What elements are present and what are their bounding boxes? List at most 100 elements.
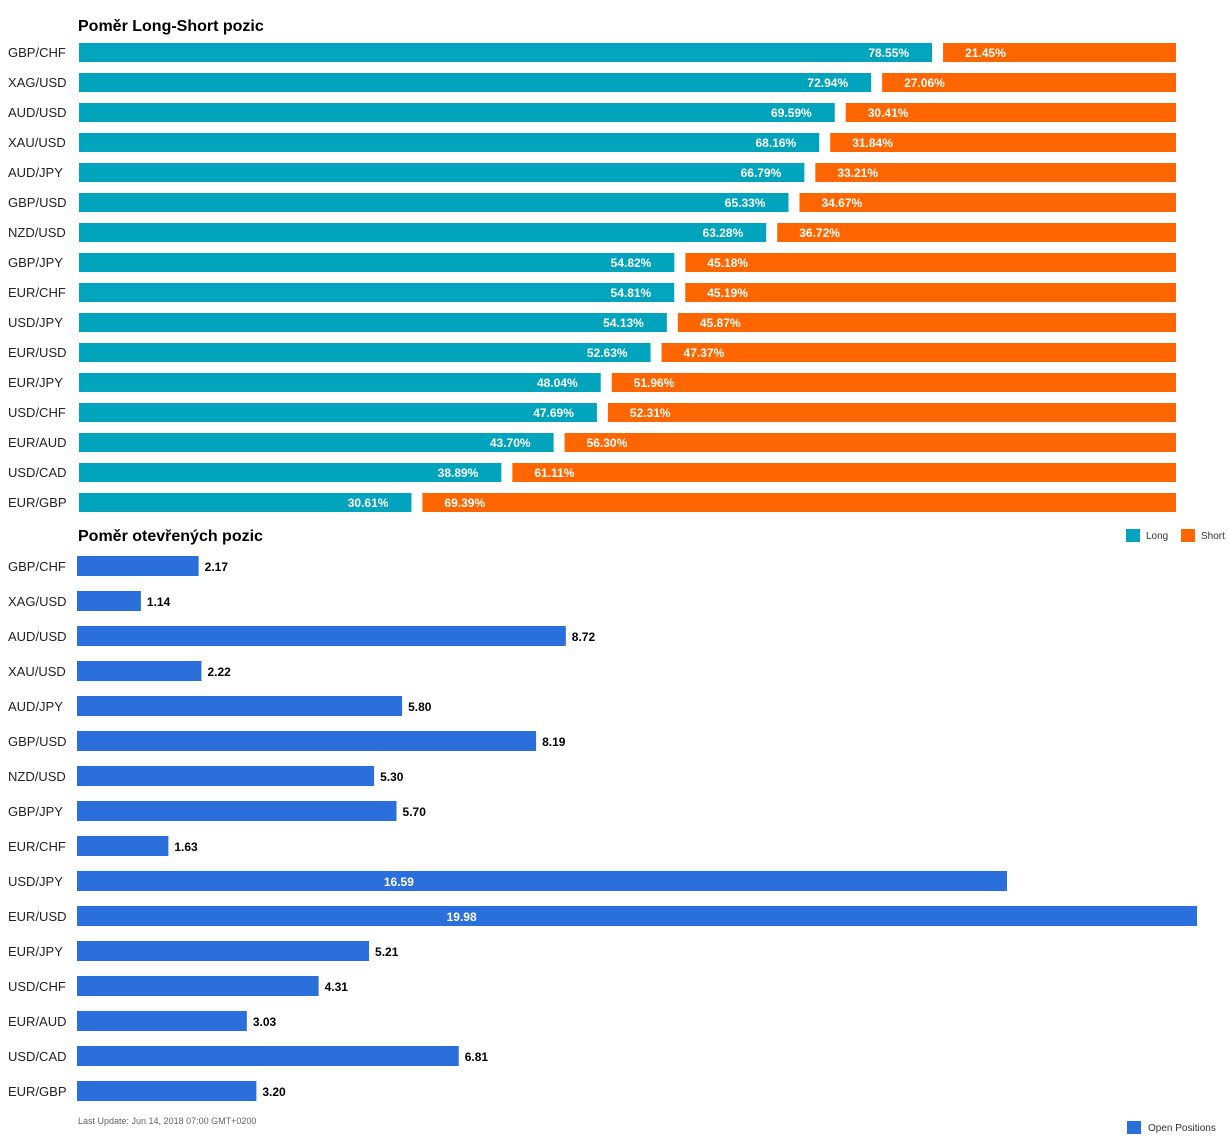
open-positions-bar-usd-jpy xyxy=(77,871,1007,891)
open-category-label-gbp-jpy: GBP/JPY xyxy=(8,804,63,819)
short-value-label-gbp-usd: 34.67% xyxy=(821,196,862,210)
category-label-usd-jpy: USD/JPY xyxy=(8,315,63,330)
open-positions-value-label-eur-jpy: 5.21 xyxy=(375,945,399,959)
legend-open-positions-label: Open Positions xyxy=(1148,1123,1216,1134)
category-label-aud-usd: AUD/USD xyxy=(8,105,67,120)
open-positions-chart: GBP/CHF 2.17 XAG/USD 1.14 AUD/USD 8.72 XAU/USD… xyxy=(8,556,1197,1101)
short-bar-aud-usd xyxy=(845,103,1176,122)
long-bar-usd-jpy xyxy=(79,313,667,332)
open-category-label-xau-usd: XAU/USD xyxy=(8,664,66,679)
category-label-eur-chf: EUR/CHF xyxy=(8,285,66,300)
long-bar-nzd-usd xyxy=(79,223,767,242)
long-bar-eur-aud xyxy=(79,433,554,452)
long-value-label-eur-usd: 52.63% xyxy=(587,346,628,360)
short-value-label-usd-cad: 61.11% xyxy=(534,466,574,480)
legend-short-label: Short xyxy=(1201,531,1225,542)
category-label-nzd-usd: NZD/USD xyxy=(8,225,66,240)
category-label-eur-aud: EUR/AUD xyxy=(8,435,67,450)
long-value-label-eur-aud: 43.70% xyxy=(490,436,531,450)
short-bar-eur-jpy xyxy=(611,373,1176,392)
long-bar-aud-jpy xyxy=(79,163,805,182)
open-positions-value-label-eur-aud: 3.03 xyxy=(253,1015,277,1029)
open-positions-bar-eur-chf xyxy=(77,836,169,856)
short-value-label-usd-jpy: 45.87% xyxy=(700,316,741,330)
short-value-label-gbp-jpy: 45.18% xyxy=(707,256,748,270)
long-value-label-xag-usd: 72.94% xyxy=(807,76,848,90)
short-bar-eur-usd xyxy=(661,343,1176,362)
open-positions-value-label-eur-chf: 1.63 xyxy=(174,840,198,854)
open-positions-chart-title: Poměr otevřených pozic xyxy=(78,528,263,545)
short-bar-xag-usd xyxy=(882,73,1176,92)
open-category-label-usd-chf: USD/CHF xyxy=(8,979,66,994)
long-bar-aud-usd xyxy=(79,103,835,122)
open-category-label-nzd-usd: NZD/USD xyxy=(8,769,66,784)
category-label-eur-usd: EUR/USD xyxy=(8,345,67,360)
short-bar-gbp-chf xyxy=(943,43,1176,62)
open-category-label-usd-cad: USD/CAD xyxy=(8,1049,67,1064)
long-bar-usd-chf xyxy=(79,403,597,422)
long-bar-xau-usd xyxy=(79,133,820,152)
open-positions-bar-aud-usd xyxy=(77,626,566,646)
open-category-label-aud-usd: AUD/USD xyxy=(8,629,67,644)
open-positions-value-label-usd-cad: 6.81 xyxy=(465,1050,489,1064)
open-positions-value-label-usd-chf: 4.31 xyxy=(325,980,349,994)
short-bar-eur-aud xyxy=(564,433,1176,452)
long-short-chart: GBP/CHF 78.55% 21.45% XAG/USD 72.94% 27.06% AU… xyxy=(8,43,1177,512)
category-label-xag-usd: XAG/USD xyxy=(8,75,67,90)
long-value-label-eur-jpy: 48.04% xyxy=(537,376,578,390)
short-bar-usd-cad xyxy=(512,463,1176,482)
long-value-label-usd-jpy: 54.13% xyxy=(603,316,644,330)
long-value-label-gbp-usd: 65.33% xyxy=(725,196,766,210)
long-value-label-xau-usd: 68.16% xyxy=(756,136,797,150)
short-bar-usd-chf xyxy=(607,403,1176,422)
open-positions-bar-eur-usd xyxy=(77,906,1197,926)
long-value-label-aud-jpy: 66.79% xyxy=(741,166,782,180)
long-value-label-usd-cad: 38.89% xyxy=(438,466,479,480)
open-positions-value-label-gbp-jpy: 5.70 xyxy=(403,805,427,819)
long-bar-gbp-usd xyxy=(79,193,789,212)
legend-short-swatch xyxy=(1181,529,1195,542)
open-category-label-aud-jpy: AUD/JPY xyxy=(8,699,63,714)
short-value-label-eur-aud: 56.30% xyxy=(587,436,628,450)
short-value-label-eur-gbp: 69.39% xyxy=(444,496,485,510)
short-bar-gbp-usd xyxy=(799,193,1176,212)
open-category-label-eur-chf: EUR/CHF xyxy=(8,839,66,854)
short-value-label-xau-usd: 31.84% xyxy=(852,136,893,150)
short-value-label-nzd-usd: 36.72% xyxy=(799,226,840,240)
category-label-gbp-jpy: GBP/JPY xyxy=(8,255,63,270)
long-value-label-eur-gbp: 30.61% xyxy=(348,496,389,510)
open-category-label-eur-aud: EUR/AUD xyxy=(8,1014,67,1029)
open-positions-bar-gbp-chf xyxy=(77,556,199,576)
open-positions-bar-xau-usd xyxy=(77,661,202,681)
open-positions-value-label-usd-jpy: 16.59 xyxy=(384,875,414,889)
legend-long-label: Long xyxy=(1146,531,1168,542)
open-positions-bar-gbp-jpy xyxy=(77,801,397,821)
short-bar-usd-jpy xyxy=(677,313,1176,332)
open-positions-bar-gbp-usd xyxy=(77,731,537,751)
open-positions-value-label-xag-usd: 1.14 xyxy=(147,595,171,609)
category-label-xau-usd: XAU/USD xyxy=(8,135,66,150)
open-category-label-eur-usd: EUR/USD xyxy=(8,909,67,924)
open-positions-bar-xag-usd xyxy=(77,591,141,611)
long-bar-gbp-jpy xyxy=(79,253,675,272)
short-value-label-eur-chf: 45.19% xyxy=(707,286,748,300)
open-positions-value-label-eur-gbp: 3.20 xyxy=(262,1085,286,1099)
long-bar-eur-usd xyxy=(79,343,651,362)
short-bar-nzd-usd xyxy=(777,223,1176,242)
short-value-label-xag-usd: 27.06% xyxy=(904,76,945,90)
long-bar-usd-cad xyxy=(79,463,502,482)
open-positions-bar-usd-chf xyxy=(77,976,319,996)
open-positions-bar-eur-aud xyxy=(77,1011,247,1031)
long-value-label-aud-usd: 69.59% xyxy=(771,106,812,120)
open-category-label-eur-jpy: EUR/JPY xyxy=(8,944,63,959)
category-label-gbp-usd: GBP/USD xyxy=(8,195,67,210)
category-label-usd-chf: USD/CHF xyxy=(8,405,66,420)
short-value-label-eur-jpy: 51.96% xyxy=(634,376,675,390)
long-value-label-usd-chf: 47.69% xyxy=(533,406,574,420)
short-value-label-aud-usd: 30.41% xyxy=(868,106,909,120)
short-bar-eur-gbp xyxy=(422,493,1177,512)
short-value-label-usd-chf: 52.31% xyxy=(630,406,671,420)
short-bar-xau-usd xyxy=(830,133,1176,152)
open-positions-bar-eur-jpy xyxy=(77,941,370,961)
